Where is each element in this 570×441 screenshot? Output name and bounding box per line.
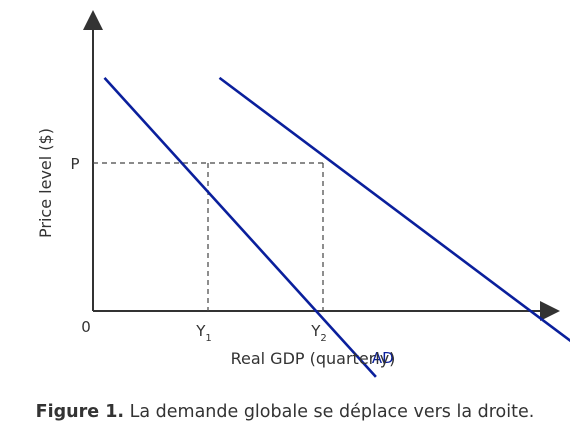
x-tick-subscript-2: 2 [320, 333, 326, 344]
origin-label: 0 [81, 318, 91, 336]
figure-label: Figure 1. [35, 402, 125, 422]
x-tick-subscript-1: 1 [205, 333, 211, 344]
curve-labels: ADAD' [372, 349, 394, 367]
y-axis-label: Price level ($) [36, 128, 55, 238]
x-tick-label-2: Y2 [310, 322, 327, 344]
x-tick-label-1: Y1 [195, 322, 212, 344]
caption-text: La demande globale se déplace vers la dr… [129, 402, 535, 422]
figure-caption: Figure 1. La demande globale se déplace … [0, 402, 570, 422]
price-tick-label: P [70, 155, 79, 173]
series-line-2 [218, 76, 570, 343]
series-line-1 [103, 77, 377, 378]
guide-lines [93, 162, 324, 311]
x-tick-labels: Y1 Y2 [195, 322, 327, 344]
x-axis-label: Real GDP (quarterly) [231, 349, 396, 368]
series-label-1: AD [372, 349, 394, 367]
demand-curves [103, 76, 570, 378]
